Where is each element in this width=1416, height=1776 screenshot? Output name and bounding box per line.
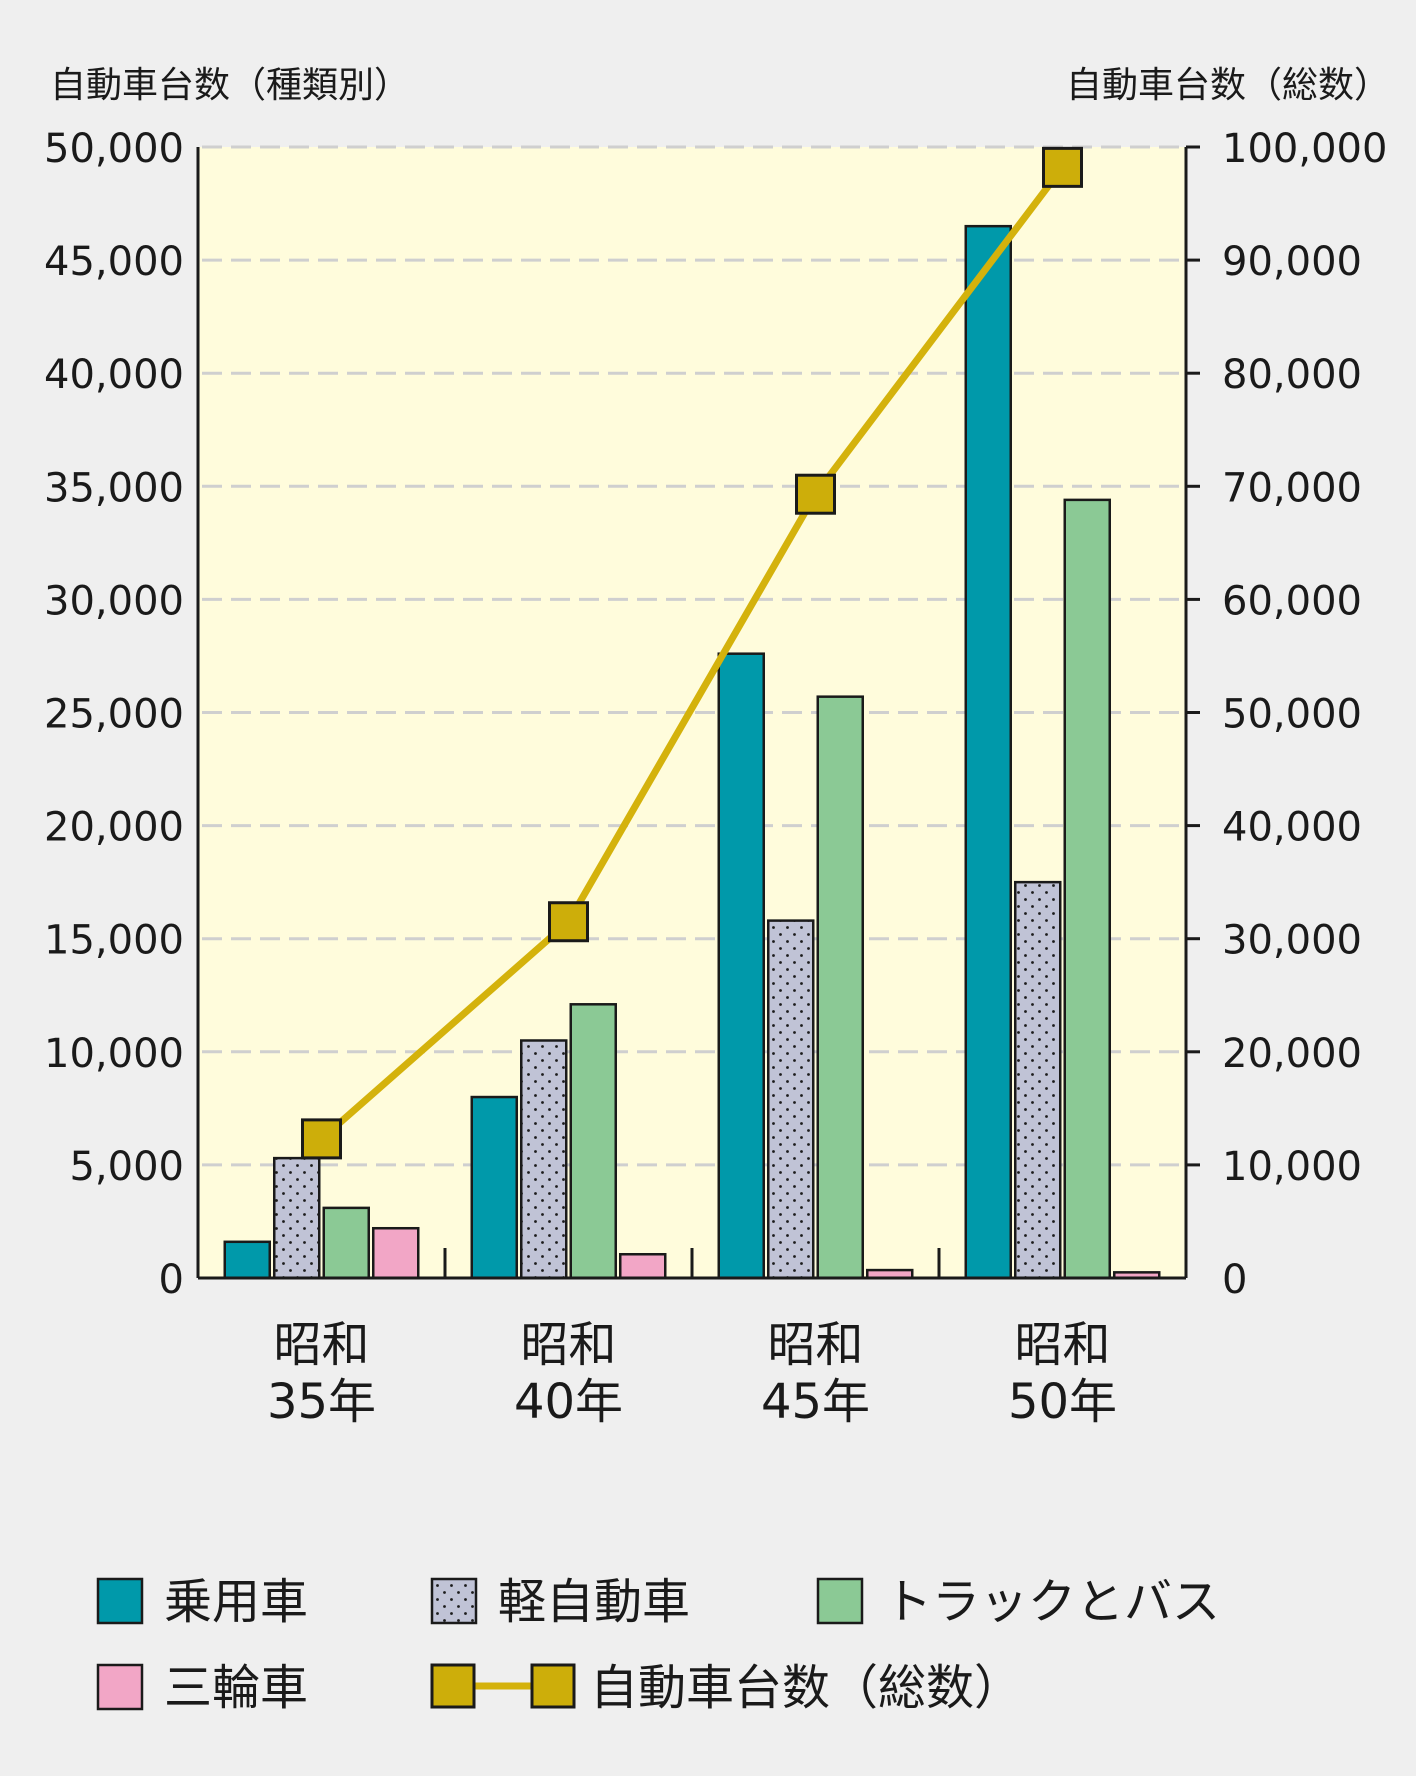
- right-tick-label: 90,000: [1222, 239, 1362, 285]
- left-tick-label: 25,000: [44, 692, 184, 738]
- left-tick-label: 15,000: [44, 918, 184, 964]
- category-label-line1: 昭和: [273, 1317, 369, 1373]
- category-label-line2: 45年: [761, 1374, 870, 1430]
- total-marker-2: [548, 901, 589, 943]
- bar-3-4: [1063, 498, 1111, 1280]
- bar-3-3: [816, 695, 864, 1280]
- left-tick-label: 40,000: [44, 352, 184, 398]
- right-tick-label: 80,000: [1222, 352, 1362, 398]
- bar-3-2: [569, 1003, 617, 1280]
- legend-label-3: トラックとバス: [884, 1574, 1220, 1630]
- total-line: [319, 165, 1066, 1142]
- right-axis-title: 自動車台数（総数）: [1066, 65, 1390, 106]
- bar-3-1: [322, 1206, 370, 1280]
- category-label-line2: 35年: [267, 1374, 376, 1430]
- legend-label-1: 乗用車: [164, 1574, 308, 1630]
- left-tick-label: 20,000: [44, 805, 184, 851]
- left-tick-label: 50,000: [44, 126, 184, 172]
- bar-2-3: [767, 919, 815, 1280]
- legend-swatch-1: [96, 1577, 144, 1625]
- category-label-line1: 昭和: [767, 1317, 863, 1373]
- total-marker-4: [1042, 146, 1083, 188]
- bar-4-1: [372, 1226, 420, 1280]
- right-tick-label: 40,000: [1222, 805, 1362, 851]
- legend-swatch-4: [96, 1663, 144, 1711]
- bar-1-3: [717, 652, 765, 1280]
- right-tick-label: 0: [1222, 1257, 1247, 1303]
- total-marker-1: [301, 1118, 342, 1160]
- left-tick-label: 0: [159, 1257, 184, 1303]
- bar-2-1: [273, 1156, 321, 1280]
- bar-4-2: [619, 1252, 667, 1280]
- left-tick-label: 35,000: [44, 465, 184, 511]
- category-label-line1: 昭和: [1014, 1317, 1110, 1373]
- legend-label-2: 軽自動車: [498, 1574, 690, 1630]
- category-label-line2: 50年: [1008, 1374, 1117, 1430]
- category-label-line2: 40年: [514, 1374, 623, 1430]
- legend-line-marker-right: [530, 1663, 576, 1709]
- legend-label-4: 三輪車: [164, 1660, 308, 1716]
- bar-1-4: [964, 224, 1012, 1280]
- right-tick-label: 50,000: [1222, 692, 1362, 738]
- legend-line-marker-left: [430, 1663, 476, 1709]
- right-tick-label: 70,000: [1222, 465, 1362, 511]
- right-tick-label: 20,000: [1222, 1031, 1362, 1077]
- total-marker-3: [795, 473, 836, 515]
- bar-2-4: [1014, 880, 1062, 1280]
- right-tick-label: 100,000: [1222, 126, 1387, 172]
- right-tick-label: 30,000: [1222, 918, 1362, 964]
- right-tick-label: 10,000: [1222, 1144, 1362, 1190]
- bar-1-2: [470, 1095, 518, 1280]
- legend-swatch-3: [816, 1577, 864, 1625]
- left-tick-label: 30,000: [44, 578, 184, 624]
- left-tick-label: 45,000: [44, 239, 184, 285]
- left-tick-label: 5,000: [69, 1144, 184, 1190]
- left-axis-title: 自動車台数（種類別）: [50, 65, 410, 106]
- right-tick-label: 60,000: [1222, 578, 1362, 624]
- bar-1-1: [223, 1240, 271, 1280]
- legend-swatch-2: [430, 1577, 478, 1625]
- category-label-line1: 昭和: [520, 1317, 616, 1373]
- left-tick-label: 10,000: [44, 1031, 184, 1077]
- bar-2-2: [520, 1039, 568, 1280]
- legend-label-total: 自動車台数（総数）: [590, 1660, 1022, 1716]
